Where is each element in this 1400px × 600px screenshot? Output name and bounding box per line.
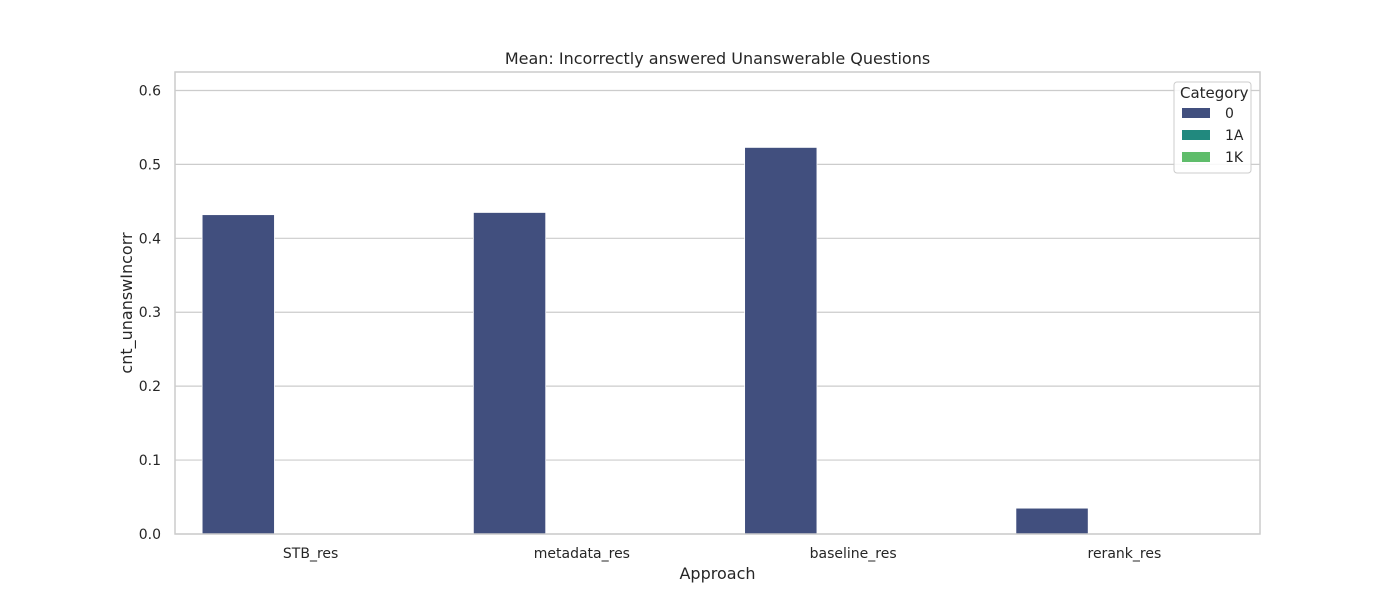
y-tick-label: 0.4: [139, 231, 161, 247]
grid-lines: [175, 89, 1260, 535]
bar-rerank_res-series-0: [1015, 507, 1089, 535]
y-axis-label: cnt_unanswIncorr: [117, 232, 137, 374]
y-axis-ticks: 0.0 0.1 0.2 0.3 0.4 0.5 0.6: [139, 83, 161, 543]
x-axis-ticks: STB_res metadata_res baseline_res rerank_re…: [283, 546, 1161, 562]
y-tick-label: 0.5: [139, 157, 161, 173]
legend-box: [1173, 81, 1252, 174]
chart-title: Mean: Incorrectly answered Unanswerable …: [505, 49, 930, 68]
legend-label: 1K: [1225, 150, 1244, 166]
x-tick-label: rerank_res: [1088, 546, 1162, 562]
y-tick-label: 0.1: [139, 453, 161, 469]
y-tick-label: 0.3: [139, 305, 161, 321]
bar-metadata_res-series-0: [472, 212, 547, 535]
y-tick-label: 0.6: [139, 83, 161, 99]
legend-label: 1A: [1225, 128, 1244, 144]
x-tick-label: metadata_res: [534, 546, 630, 562]
bar-baseline_res-series-0: [744, 146, 818, 535]
legend-title: Category: [1180, 84, 1249, 102]
legend-swatch: [1182, 152, 1210, 162]
x-tick-label: STB_res: [283, 546, 338, 562]
plot-frame: [174, 71, 1261, 535]
bars: [201, 146, 1089, 535]
bar-STB_res-series-0: [201, 214, 275, 535]
legend-label: 0: [1225, 106, 1234, 122]
x-axis-label: Approach: [679, 564, 755, 583]
legend: Category 0 1A 1K: [1173, 81, 1252, 174]
legend-swatch: [1182, 130, 1210, 140]
y-tick-label: 0.2: [139, 379, 161, 395]
legend-swatch: [1182, 108, 1210, 118]
x-tick-label: baseline_res: [810, 546, 897, 562]
y-tick-label: 0.0: [139, 527, 161, 543]
